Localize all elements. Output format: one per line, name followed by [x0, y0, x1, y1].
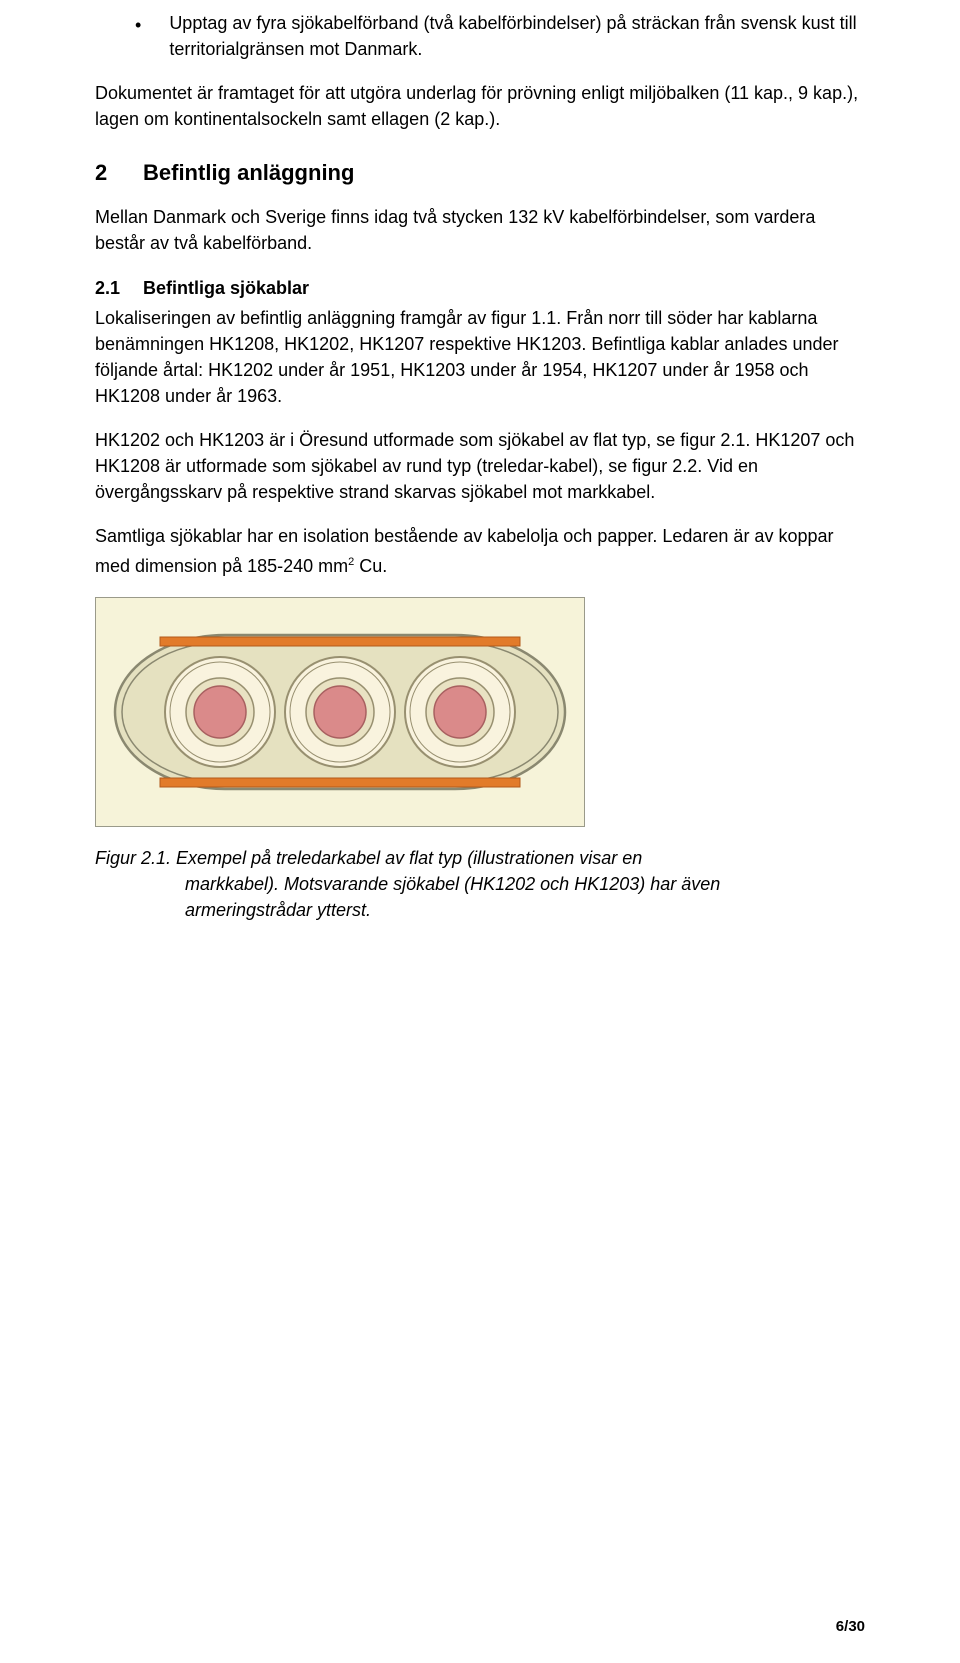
heading-2: 2 Befintlig anläggning [95, 160, 865, 186]
caption-line-1: Figur 2.1. Exempel på treledarkabel av f… [95, 845, 865, 871]
paragraph-intro: Dokumentet är framtaget för att utgöra u… [95, 80, 865, 132]
caption-line-3: armeringstrådar ytterst. [185, 897, 865, 923]
page-footer: 6/30 [836, 1618, 865, 1635]
paragraph-2: Mellan Danmark och Sverige finns idag tv… [95, 204, 865, 256]
heading-3: 2.1 Befintliga sjökablar [95, 278, 865, 299]
paragraph-5-a: Samtliga sjökablar har en isolation best… [95, 526, 833, 576]
heading-2-number: 2 [95, 160, 143, 186]
bullet-item: • Upptag av fyra sjökabelförband (två ka… [135, 10, 865, 62]
heading-3-number: 2.1 [95, 278, 143, 299]
paragraph-4: HK1202 och HK1203 är i Öresund utformade… [95, 427, 865, 505]
figure-caption: Figur 2.1. Exempel på treledarkabel av f… [95, 845, 865, 923]
cable-diagram [95, 597, 585, 827]
paragraph-3: Lokaliseringen av befintlig anläggning f… [95, 305, 865, 409]
caption-line-2: markkabel). Motsvarande sjökabel (HK1202… [185, 871, 865, 897]
bullet-dot-icon: • [135, 12, 141, 38]
heading-3-title: Befintliga sjökablar [143, 278, 309, 299]
paragraph-5-b: Cu. [354, 556, 387, 576]
bullet-text: Upptag av fyra sjökabelförband (två kabe… [169, 10, 865, 62]
page: • Upptag av fyra sjökabelförband (två ka… [0, 0, 960, 1663]
paragraph-5: Samtliga sjökablar har en isolation best… [95, 523, 865, 579]
heading-2-title: Befintlig anläggning [143, 160, 354, 186]
page-total: 30 [848, 1618, 865, 1635]
page-number: 6 [836, 1618, 844, 1635]
